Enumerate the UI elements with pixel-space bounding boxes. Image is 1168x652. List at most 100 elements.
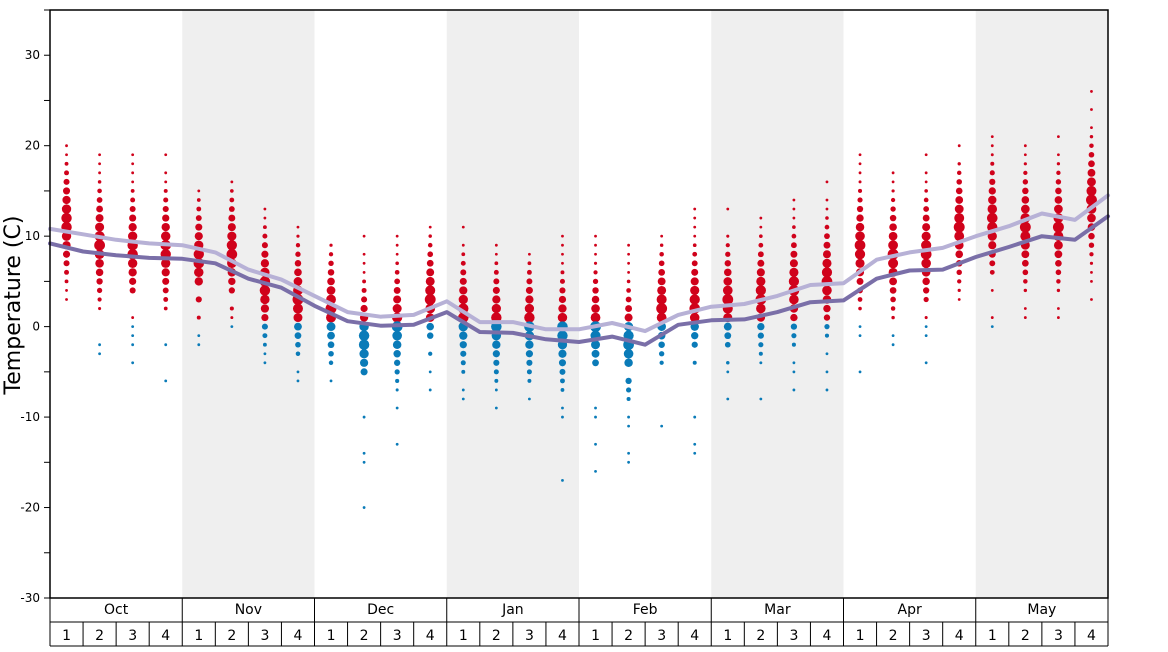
temperature-dot xyxy=(96,287,103,294)
temperature-dot xyxy=(1086,185,1097,196)
temperature-dot xyxy=(360,368,368,376)
temperature-dot xyxy=(292,303,303,314)
temperature-dot xyxy=(856,277,864,285)
temperature-dot xyxy=(954,204,964,214)
temperature-dot xyxy=(362,415,366,419)
temperature-dot xyxy=(594,252,597,256)
temperature-dot xyxy=(294,260,302,267)
temperature-dot xyxy=(990,144,994,148)
temperature-dot xyxy=(494,406,498,410)
temperature-dot xyxy=(855,222,865,232)
temperature-dot xyxy=(395,442,399,446)
week-label: 3 xyxy=(525,628,534,644)
temperature-dot xyxy=(230,325,234,329)
temperature-dot xyxy=(395,406,399,410)
temperature-dot xyxy=(328,360,334,366)
temperature-dot xyxy=(1055,187,1062,195)
week-label: 2 xyxy=(624,628,633,644)
temperature-dot xyxy=(460,260,466,266)
temperature-dot xyxy=(1021,204,1030,214)
temperature-dot xyxy=(428,370,432,374)
temperature-dot xyxy=(228,206,235,212)
temperature-dot xyxy=(858,325,862,329)
temperature-dot xyxy=(823,304,831,313)
y-tick-label: -20 xyxy=(20,501,40,515)
temperature-dot xyxy=(98,162,101,166)
temperature-dot xyxy=(97,180,102,184)
temperature-dot xyxy=(163,197,169,203)
temperature-dot xyxy=(987,204,998,214)
temperature-dot xyxy=(726,370,730,374)
temperature-dot xyxy=(759,216,763,220)
temperature-dot xyxy=(395,388,399,392)
temperature-dot xyxy=(162,287,169,294)
temperature-dot xyxy=(1020,231,1031,242)
y-tick-label: -30 xyxy=(20,591,40,605)
temperature-dot xyxy=(924,171,928,175)
temperature-dot xyxy=(394,369,400,375)
temperature-dot xyxy=(128,268,137,277)
temperature-dot xyxy=(792,361,796,365)
temperature-dot xyxy=(229,306,234,311)
temperature-dot xyxy=(294,268,302,277)
temperature-dot xyxy=(757,259,765,267)
temperature-dot xyxy=(957,144,961,148)
temperature-dot xyxy=(195,223,203,231)
temperature-dot xyxy=(759,361,763,365)
month-shading xyxy=(182,10,1108,598)
temperature-dot xyxy=(1056,170,1061,176)
temperature-dot xyxy=(857,297,863,302)
temperature-dot xyxy=(1090,108,1093,111)
temperature-dot xyxy=(361,296,368,303)
x-axis: Oct 1 2 3 4 Nov 1 2 3 4 Dec 1 2 3 4 Jan 1 2 3 4 Feb 1 2 3 4 Mar 1 2… xyxy=(49,598,1109,647)
temperature-dot xyxy=(1019,221,1031,233)
temperature-dot xyxy=(95,214,104,223)
temperature-dot xyxy=(955,187,963,195)
temperature-dot xyxy=(129,214,137,222)
temperature-dot xyxy=(227,231,237,241)
temperature-dot xyxy=(362,261,366,265)
temperature-dot xyxy=(1023,288,1028,293)
temperature-dot xyxy=(693,207,697,211)
temperature-dot xyxy=(1021,259,1029,267)
month-label: Apr xyxy=(898,602,922,618)
temperature-dot xyxy=(95,268,104,277)
temperature-dot xyxy=(594,406,597,410)
temperature-dot xyxy=(990,316,994,319)
temperature-dot xyxy=(726,397,730,401)
temperature-dot xyxy=(62,195,71,205)
temperature-dot xyxy=(525,340,534,349)
temperature-dot xyxy=(1057,135,1060,139)
temperature-dot xyxy=(691,260,698,267)
temperature-dot xyxy=(64,161,69,166)
temperature-dot xyxy=(130,189,135,193)
temperature-dot xyxy=(791,333,797,339)
temperature-dot xyxy=(494,243,498,247)
temperature-dot xyxy=(395,252,399,256)
temperature-dot xyxy=(1086,194,1097,206)
temperature-dot xyxy=(1057,307,1060,310)
month-label: Nov xyxy=(235,602,262,618)
temperature-dot xyxy=(1023,162,1027,166)
temperature-dot xyxy=(693,234,697,238)
temperature-dot xyxy=(263,207,267,211)
temperature-dot xyxy=(956,269,962,276)
temperature-dot xyxy=(96,197,103,203)
temperature-dot xyxy=(757,332,764,339)
temperature-dot xyxy=(359,349,369,359)
temperature-dot xyxy=(161,268,170,277)
temperature-dot xyxy=(791,342,796,347)
temperature-dot xyxy=(561,406,564,410)
temperature-dot xyxy=(790,242,797,249)
temperature-dot xyxy=(691,332,699,340)
temperature-dot xyxy=(592,359,599,367)
temperature-dot xyxy=(1056,279,1061,284)
temperature-dot xyxy=(393,359,401,366)
temperature-dot xyxy=(493,369,499,375)
temperature-dot xyxy=(594,442,597,446)
temperature-dot xyxy=(592,278,599,285)
temperature-dot xyxy=(660,234,664,238)
temperature-dot xyxy=(492,340,501,349)
temperature-dot xyxy=(98,343,101,347)
temperature-dot xyxy=(96,278,103,285)
